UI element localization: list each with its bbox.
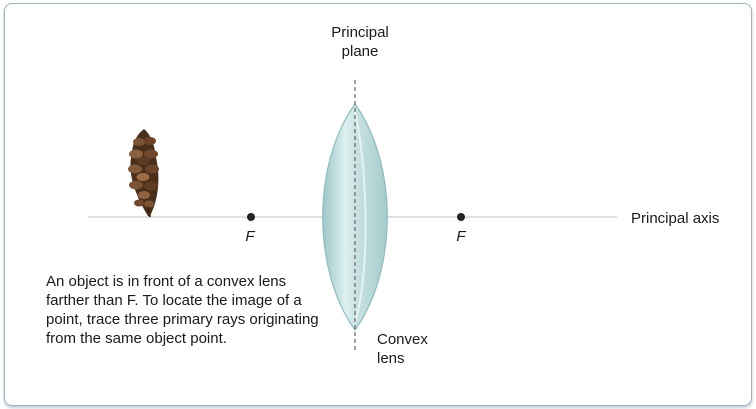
diagram-panel: Principal plane Principal axis F F Conve… xyxy=(4,3,752,406)
convex-lens-label: Convex lens xyxy=(377,331,428,367)
caption-text: An object is in front of a convex lens f… xyxy=(46,273,319,347)
lens-diagram xyxy=(88,80,617,350)
principal-axis-label: Principal axis xyxy=(631,210,720,227)
pinecone-icon xyxy=(128,129,159,218)
lens-highlight xyxy=(354,111,367,323)
focal-point-left xyxy=(247,213,255,221)
focal-label-left: F xyxy=(245,228,255,245)
principal-plane-label: Principal plane xyxy=(331,24,389,60)
focal-point-right xyxy=(457,213,465,221)
focal-label-right: F xyxy=(456,228,466,245)
